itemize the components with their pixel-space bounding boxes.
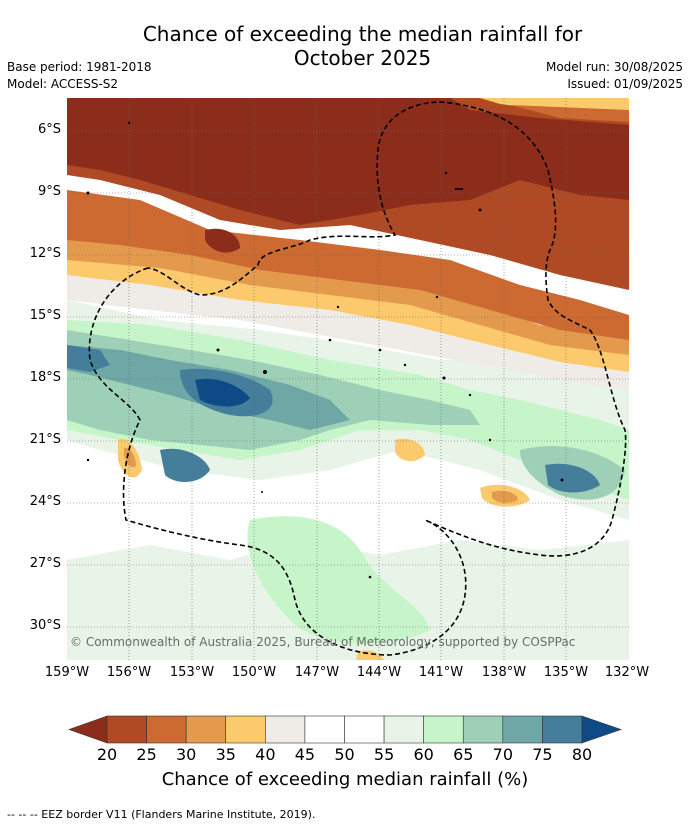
- lon-label: 132°W: [604, 665, 650, 680]
- issued-text: Issued: 01/09/2025: [567, 77, 683, 91]
- colorbar-swatch: [383, 715, 424, 744]
- colorbar-swatch: [225, 715, 266, 744]
- region-40-45-north: [67, 248, 629, 372]
- colorbar-swatch: [542, 715, 583, 744]
- region-below-25-north: [67, 98, 629, 225]
- region-80-south: [160, 448, 210, 482]
- region-30-35-c: [492, 490, 518, 503]
- colorbar-tick-label: 65: [453, 745, 474, 764]
- colorbar-extend-high: [581, 715, 622, 744]
- colorbar-tick-label: 40: [255, 745, 276, 764]
- region-80-east: [545, 463, 600, 493]
- colorbar-tick-label: 55: [373, 745, 395, 764]
- region-80-west: [67, 345, 110, 372]
- colorbar-swatch: [185, 715, 227, 744]
- colorbar-swatch: [304, 715, 345, 744]
- lon-label: 153°W: [169, 665, 215, 680]
- lat-label: 15°S: [29, 308, 61, 323]
- region-35-40-d: [356, 650, 384, 660]
- lat-label: 24°S: [29, 494, 61, 509]
- colorbar-tick-label: 30: [175, 745, 197, 764]
- colorbar: [68, 715, 622, 744]
- colorbar-swatch: [423, 715, 464, 744]
- lon-label: 144°W: [356, 665, 402, 680]
- lon-label: 138°W: [481, 665, 527, 680]
- colorbar-tick-label: 25: [136, 745, 157, 764]
- region-30-35-north: [67, 190, 629, 340]
- chart-title: Chance of exceeding the median rainfall …: [0, 22, 690, 70]
- title-line-2: October 2025: [293, 46, 432, 70]
- region-45-50-north: [67, 270, 629, 390]
- colorbar-swatch: [462, 715, 504, 744]
- region-30-35-topright: [510, 105, 629, 122]
- lon-label: 156°W: [106, 665, 152, 680]
- colorbar-swatch: [344, 715, 385, 744]
- meta-left: Base period: 1981-2018 Model: ACCESS-S2: [7, 59, 152, 93]
- colorbar-tick-label: 35: [215, 745, 236, 764]
- copyright-text: © Commonwealth of Australia 2025, Bureau…: [70, 635, 576, 649]
- eez-legend-text: -- -- -- EEZ border V11 (Flanders Marine…: [7, 808, 316, 821]
- lat-label: 21°S: [29, 432, 61, 447]
- lon-label: 141°W: [418, 665, 464, 680]
- colorbar-tick-label: 80: [571, 745, 593, 764]
- colorbar-swatch: [106, 715, 147, 744]
- colorbar-tick-label: 70: [492, 745, 513, 764]
- colorbar-extend-low: [68, 715, 108, 744]
- colorbar-swatch: [502, 715, 543, 744]
- lat-label: 12°S: [29, 246, 61, 261]
- lon-label: 135°W: [543, 665, 589, 680]
- region-65-70-south: [247, 516, 430, 644]
- region-35-40-north: [67, 232, 629, 355]
- region-below-25-c: [205, 228, 240, 253]
- colorbar-swatch: [146, 715, 187, 744]
- region-35-40-b: [395, 438, 425, 462]
- lat-label: 6°S: [37, 122, 61, 137]
- lat-label: 30°S: [29, 618, 61, 633]
- colorbar-swatch: [265, 715, 306, 744]
- eez-french-polynesia: [88, 101, 627, 656]
- lon-label: 159°W: [44, 665, 90, 680]
- model-text: Model: ACCESS-S2: [7, 77, 119, 91]
- title-line-1: Chance of exceeding the median rainfall …: [142, 22, 583, 46]
- meta-right: Model run: 30/08/2025 Issued: 01/09/2025: [546, 59, 683, 93]
- colorbar-tick-label: 20: [96, 745, 118, 764]
- colorbar-title: Chance of exceeding median rainfall (%): [161, 769, 529, 790]
- lon-label: 147°W: [294, 665, 340, 680]
- islands: [86, 121, 564, 579]
- lat-label: 18°S: [29, 370, 61, 385]
- lat-label: 27°S: [29, 556, 61, 571]
- eez-borders: [88, 101, 627, 656]
- base-period-text: Base period: 1981-2018: [7, 60, 152, 74]
- rainfall-map: [67, 98, 629, 660]
- colorbar-tick-label: 60: [413, 745, 434, 764]
- lon-label: 150°W: [231, 665, 277, 680]
- lat-label: 9°S: [37, 184, 61, 199]
- region-over-80: [195, 378, 250, 407]
- colorbar-tick-label: 45: [294, 745, 316, 764]
- colorbar-tick-label: 50: [334, 745, 355, 764]
- model-run-text: Model run: 30/08/2025: [545, 60, 683, 74]
- colorbar-tick-label: 75: [532, 745, 553, 764]
